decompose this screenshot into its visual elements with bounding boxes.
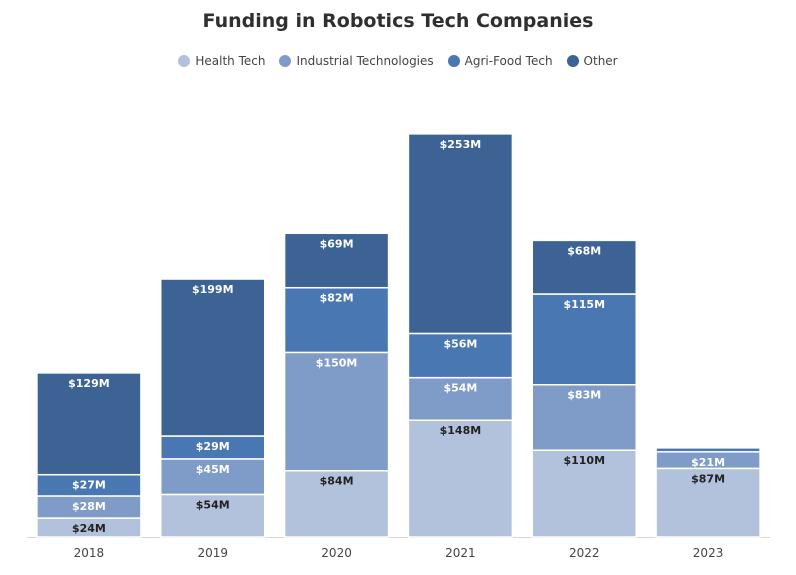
- data-label: $56M: [443, 337, 477, 350]
- legend-item[interactable]: Other: [566, 54, 618, 68]
- data-label: $45M: [196, 463, 230, 476]
- data-label: $21M: [691, 456, 725, 469]
- data-label: $150M: [316, 356, 358, 369]
- bar-segment[interactable]: [283, 351, 390, 472]
- bar-segment[interactable]: [283, 286, 390, 354]
- bar-segment[interactable]: [531, 383, 637, 451]
- data-label: $29M: [196, 440, 230, 453]
- bar-segment[interactable]: [531, 293, 637, 386]
- legend-label: Health Tech: [195, 54, 266, 68]
- bar-segment[interactable]: [407, 419, 514, 538]
- bar-segment[interactable]: [407, 376, 514, 421]
- legend-item[interactable]: Agri-Food Tech: [447, 54, 553, 68]
- legend-swatch: [279, 55, 292, 67]
- data-label: $68M: [567, 244, 601, 257]
- legend-swatch: [566, 55, 579, 67]
- bar-segment[interactable]: [160, 278, 266, 437]
- data-label: $83M: [567, 389, 601, 402]
- data-label: $28M: [72, 500, 106, 513]
- bar-segment[interactable]: [655, 467, 761, 538]
- bar-segment[interactable]: [531, 449, 637, 538]
- bar-segment[interactable]: [160, 458, 266, 496]
- data-label: $54M: [443, 382, 477, 395]
- x-tick-label: 2022: [569, 546, 600, 560]
- x-tick-label: 2021: [445, 546, 476, 560]
- legend-label: Agri-Food Tech: [464, 54, 553, 68]
- x-tick-label: 2018: [74, 546, 105, 560]
- x-tick-label: 2020: [321, 546, 352, 560]
- data-label: $84M: [320, 475, 354, 488]
- data-label: $253M: [440, 138, 482, 151]
- data-label: $129M: [68, 377, 110, 390]
- data-label: $115M: [563, 298, 605, 311]
- bar-segment[interactable]: [36, 372, 142, 476]
- bar-segment[interactable]: [160, 493, 266, 538]
- legend-swatch: [447, 55, 460, 67]
- legend-label: Other: [583, 54, 618, 68]
- data-label: $148M: [440, 424, 482, 437]
- x-tick-label: 2019: [197, 546, 228, 560]
- bar-segment[interactable]: [407, 133, 514, 335]
- data-label: $54M: [196, 498, 230, 511]
- legend-label: Industrial Technologies: [296, 54, 434, 68]
- bar-segment[interactable]: [283, 232, 390, 289]
- legend-item[interactable]: Health Tech: [178, 54, 265, 68]
- data-label: $27M: [72, 479, 106, 492]
- data-label: $87M: [691, 472, 725, 485]
- data-label: $24M: [72, 522, 106, 535]
- data-label: $82M: [320, 292, 354, 305]
- legend-item[interactable]: Industrial Technologies: [279, 54, 434, 68]
- data-label: $69M: [320, 237, 354, 250]
- data-label: $110M: [563, 454, 605, 467]
- chart-legend: Health Tech Industrial Technologies Agri-F…: [0, 54, 796, 68]
- chart-title: Funding in Robotics Tech Companies: [202, 10, 594, 32]
- x-tick-label: 2023: [693, 546, 724, 560]
- data-label: $199M: [192, 283, 234, 296]
- bar-segment[interactable]: [655, 447, 761, 453]
- legend-swatch: [178, 55, 191, 67]
- bar-segment[interactable]: [407, 332, 514, 379]
- bar-segment[interactable]: [531, 239, 637, 295]
